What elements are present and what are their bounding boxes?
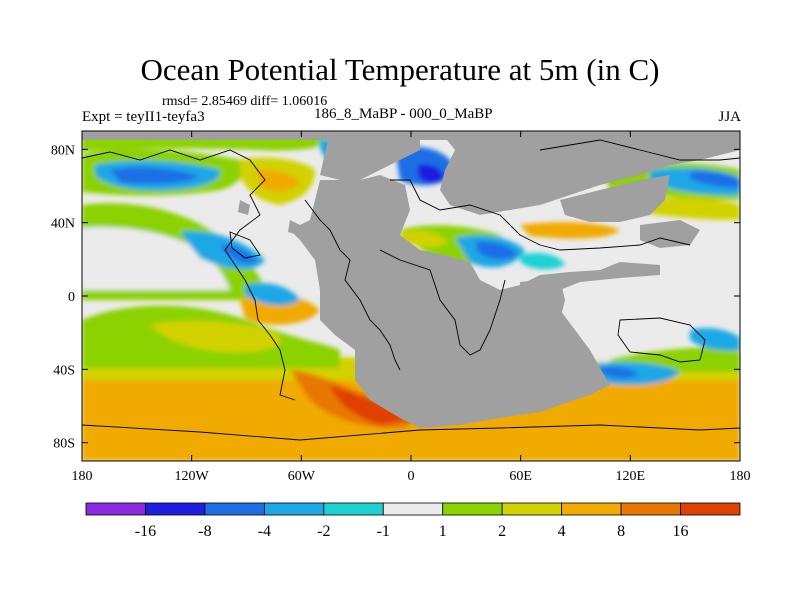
colorbar-label: -4	[258, 523, 271, 540]
arctic-coldest	[418, 164, 444, 184]
coastlines	[82, 139, 740, 441]
land-mask	[82, 131, 740, 428]
subtitle-label: 186_8_MaBP - 000_0_MaBP	[314, 106, 493, 122]
colorbar-label: 8	[617, 523, 625, 540]
stats-text: rmsd= 2.85469 diff= 1.06016	[162, 94, 328, 109]
north-atlantic-orange	[255, 169, 300, 192]
colorbar-swatch	[680, 502, 741, 516]
lon-tick-label: 180	[72, 469, 93, 484]
pangea-land	[290, 175, 660, 428]
lat-tick-label: 40S	[53, 363, 75, 378]
tethys-yellow	[400, 230, 448, 248]
season-label: JJA	[718, 109, 741, 125]
colorbar-swatch	[323, 502, 384, 516]
tethys-cold	[475, 241, 518, 260]
central-pacific-cool	[245, 283, 300, 306]
eurasia-land	[440, 131, 740, 215]
latitude-axis: 80N 40N 0 40S 80S	[51, 143, 740, 452]
colorbar-swatch	[501, 502, 563, 516]
asia-land	[560, 175, 670, 222]
equatorial-pacific-cold	[220, 245, 258, 264]
lat-tick-label: 80S	[53, 437, 75, 452]
americas-coast	[82, 149, 296, 401]
northeast-yellow	[640, 197, 740, 220]
north-asia-coast	[539, 139, 740, 161]
colorbar-swatch	[204, 502, 265, 516]
islet-a	[238, 200, 250, 215]
lat-tick-label: 80N	[51, 143, 75, 158]
colorbar-swatch	[442, 502, 503, 516]
colorbar-label: 2	[498, 523, 506, 540]
lon-tick-label: 120W	[175, 469, 210, 484]
colorbar: -16 -8 -4 -2 -1 1 2 4 8 16	[85, 502, 741, 540]
africa-coast	[379, 249, 506, 356]
south-land-block	[520, 278, 565, 325]
northeast-cold	[690, 171, 740, 188]
lat-tick-label: 0	[68, 290, 75, 305]
colorbar-swatch	[263, 502, 325, 516]
lat-tick-label: 40N	[51, 217, 75, 232]
colorbar-swatch	[145, 502, 206, 516]
colorbar-swatch	[561, 502, 622, 516]
eurasia-coast	[390, 179, 691, 251]
australia-coast	[617, 317, 706, 363]
east-asia-land	[640, 220, 700, 248]
east-cool-spot	[690, 327, 740, 351]
lon-tick-label: 120E	[616, 469, 646, 484]
lon-tick-label: 60W	[288, 469, 316, 484]
east-tethys-teal	[520, 253, 565, 270]
colorbar-swatch	[85, 502, 146, 516]
colorbar-label: -2	[317, 523, 330, 540]
atlantic-coast	[304, 199, 401, 371]
colorbar-label: -8	[198, 523, 211, 540]
greenland-land	[320, 131, 420, 180]
colorbar-swatch	[620, 502, 681, 516]
east-tethys-orange	[520, 222, 620, 239]
colorbar-label: 1	[439, 523, 447, 540]
pacific-neutral	[82, 226, 230, 290]
lon-tick-label: 60E	[509, 469, 532, 484]
experiment-label: Expt = teyII1-teyfa3	[82, 109, 205, 125]
colorbar-label: -16	[135, 523, 156, 540]
colorbar-label: 4	[558, 523, 566, 540]
colorbar-label: 16	[673, 523, 689, 540]
longitude-axis: 180 120W 60W 0 60E 120E 180	[72, 131, 751, 484]
central-america-coast	[229, 231, 261, 259]
lon-tick-label: 180	[730, 469, 751, 484]
lon-tick-label: 0	[408, 469, 415, 484]
colorbar-label: -1	[377, 523, 390, 540]
north-pacific-cold	[110, 167, 200, 184]
plot-title: Ocean Potential Temperature at 5m (in C)	[140, 52, 660, 87]
pacific-yellow-south	[150, 320, 281, 353]
map-field	[82, 131, 740, 461]
south-indian-cold	[600, 366, 640, 378]
colorbar-swatch	[382, 502, 444, 516]
islet-b	[288, 220, 300, 235]
antarctic-coast	[82, 424, 740, 441]
southern-hottest-spot	[330, 385, 410, 425]
